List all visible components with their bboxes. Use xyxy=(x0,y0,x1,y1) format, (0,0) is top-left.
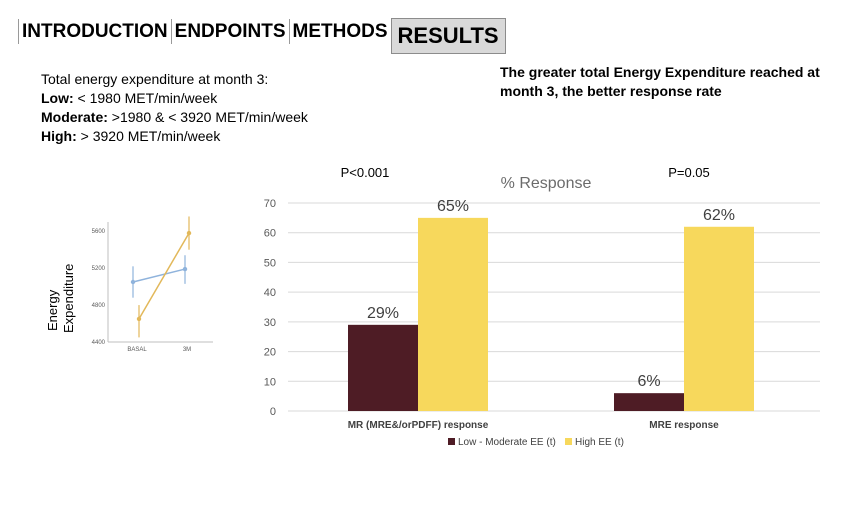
definition-moderate-text: >1980 & < 3920 MET/min/week xyxy=(107,109,308,125)
data-label-high-1: 62% xyxy=(703,207,735,224)
inset-point-0-1 xyxy=(182,266,188,272)
y-tick-label-60: 60 xyxy=(264,228,276,240)
category-label-1: MRE response xyxy=(649,420,719,431)
definition-moderate: Moderate: >1980 & < 3920 MET/min/week xyxy=(41,108,308,127)
definition-high: High: > 3920 MET/min/week xyxy=(41,127,308,146)
inset-point-0-0 xyxy=(130,279,136,285)
bar-low-moderate-1 xyxy=(614,393,684,411)
tab-methods[interactable]: METHODS xyxy=(288,19,391,44)
bar-low-moderate-0 xyxy=(348,324,418,411)
inset-point-1-0 xyxy=(136,316,142,322)
inset-y-tick-4800: 4800 xyxy=(92,303,106,309)
category-label-0: MR (MRE&/orPDFF) response xyxy=(348,420,489,431)
y-tick-label-40: 40 xyxy=(264,287,276,299)
inset-y-tick-5600: 5600 xyxy=(92,229,106,235)
inset-x-tick-0: BASAL xyxy=(127,347,147,353)
inset-series-line-0 xyxy=(132,268,186,283)
tab-endpoints[interactable]: ENDPOINTS xyxy=(170,19,289,44)
p-value-0: P<0.001 xyxy=(341,165,390,180)
inset-y-label-line2: Expenditure xyxy=(61,264,76,333)
definitions-heading: Total energy expenditure at month 3: xyxy=(41,71,269,87)
inset-y-label-line1: Energy xyxy=(45,289,60,331)
definition-low-term: Low: xyxy=(41,90,74,106)
tab-introduction[interactable]: INTRODUCTION xyxy=(18,19,171,44)
inset-y-tick-4400: 4400 xyxy=(92,340,106,346)
y-tick-label-20: 20 xyxy=(264,347,276,359)
definition-high-term: High: xyxy=(41,128,77,144)
legend-label-low-moderate: Low - Moderate EE (t) xyxy=(458,437,556,448)
inset-series-line-1 xyxy=(138,232,190,320)
legend-swatch-low-moderate xyxy=(448,438,455,445)
y-tick-label-50: 50 xyxy=(264,257,276,269)
definition-low-text: < 1980 MET/min/week xyxy=(73,90,218,106)
y-tick-label-70: 70 xyxy=(264,198,276,210)
p-value-1: P=0.05 xyxy=(668,165,710,180)
data-label-low-moderate-1: 6% xyxy=(637,373,660,390)
inset-y-tick-5200: 5200 xyxy=(92,266,106,272)
y-tick-label-0: 0 xyxy=(270,406,276,418)
headline: The greater total Energy Expenditure rea… xyxy=(500,64,820,99)
y-tick-label-10: 10 xyxy=(264,376,276,388)
definition-low: Low: < 1980 MET/min/week xyxy=(41,89,308,108)
data-label-high-0: 65% xyxy=(437,198,469,215)
definition-moderate-term: Moderate: xyxy=(41,109,108,125)
definition-high-text: > 3920 MET/min/week xyxy=(76,128,221,144)
tab-results[interactable]: RESULTS xyxy=(390,18,506,54)
data-label-low-moderate-0: 29% xyxy=(367,305,399,322)
bar-high-1 xyxy=(684,226,754,411)
inset-point-1-1 xyxy=(186,230,192,236)
inset-x-tick-1: 3M xyxy=(183,347,191,353)
legend-swatch-high xyxy=(565,438,572,445)
y-tick-label-30: 30 xyxy=(264,317,276,329)
bar-high-0 xyxy=(418,217,488,411)
bar-chart-title: % Response xyxy=(501,175,592,192)
legend-label-high: High EE (t) xyxy=(575,437,624,448)
energy-definitions: Total energy expenditure at month 3: Low… xyxy=(41,70,308,146)
section-tabs: INTRODUCTION ENDPOINTS METHODS RESULTS xyxy=(18,18,506,54)
